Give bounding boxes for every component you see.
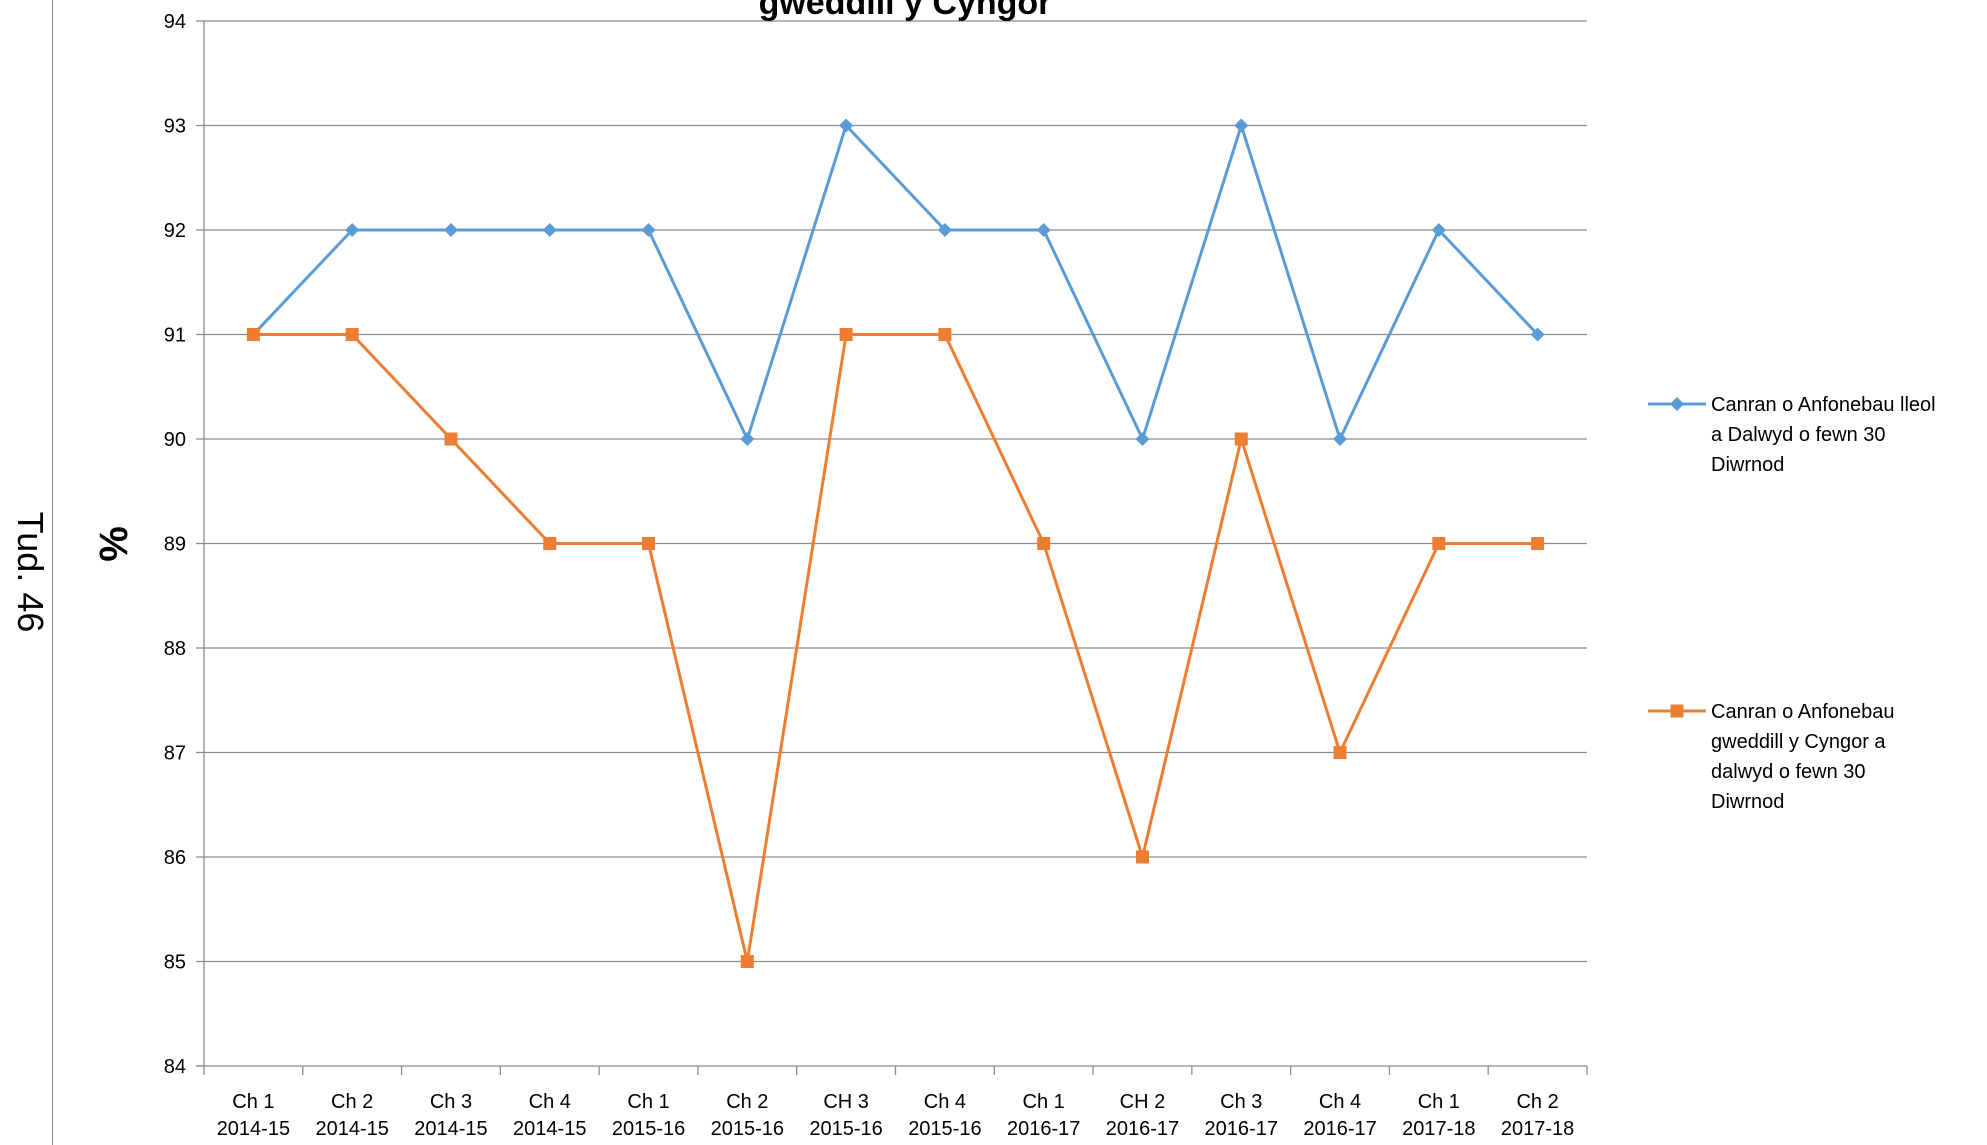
y-tick-label: 92 — [164, 220, 186, 242]
series-2-point — [839, 328, 853, 341]
chart-axes — [196, 20, 1588, 1075]
series-2-point — [1234, 432, 1248, 446]
legend-marker-1 — [1670, 397, 1684, 411]
series-1-point — [937, 223, 952, 237]
series-2-point — [938, 328, 952, 341]
y-tick-label: 90 — [164, 429, 186, 451]
series-2-point — [1531, 537, 1545, 550]
y-tick-label: 84 — [164, 1056, 186, 1078]
legend-label-2: Canran o Anfonebau gweddill y Cyngor a dal… — [1711, 701, 1895, 813]
x-tick-label: Ch 4 2016-17 — [1303, 1091, 1376, 1140]
series-1-point — [1530, 327, 1545, 342]
series-line-2 — [253, 333, 1538, 963]
series-2-point — [740, 955, 754, 968]
x-tick-label: Ch 1 2016-17 — [1007, 1091, 1080, 1140]
y-tick-label: 89 — [164, 534, 186, 556]
series-line-1 — [252, 124, 1539, 441]
y-tick-label: 94 — [164, 11, 186, 33]
series-1-point — [641, 223, 656, 237]
series-2-point — [1135, 850, 1149, 864]
x-tick-label: Ch 2 2017-18 — [1501, 1091, 1574, 1140]
y-tick-label: 91 — [164, 325, 186, 347]
series-1-point — [1135, 432, 1150, 446]
chart-series — [246, 118, 1545, 968]
x-tick-label: Ch 2 2014-15 — [315, 1091, 388, 1140]
series-1-point — [1431, 223, 1446, 237]
series-2-point — [1432, 537, 1446, 550]
series-1-point — [345, 223, 360, 237]
series-1-point — [839, 118, 854, 133]
x-axis-tick-labels: Ch 1 2014-15 Ch 2 2014-15 Ch 3 2014-15 Ch 4 201… — [217, 1091, 1575, 1140]
chart-title: gweddill y Cyngor — [759, 0, 1052, 22]
series-1-point — [1234, 118, 1249, 133]
x-tick-label: Ch 2 2015-16 — [711, 1091, 784, 1140]
x-tick-label: Ch 4 2014-15 — [513, 1091, 586, 1140]
x-tick-label: Ch 3 2016-17 — [1205, 1091, 1278, 1140]
x-tick-label: Ch 1 2017-18 — [1402, 1091, 1475, 1140]
series-2-point — [1333, 746, 1347, 759]
series-2-point — [543, 537, 557, 550]
series-2-point — [1037, 537, 1051, 550]
x-tick-label: Ch 4 2015-16 — [908, 1091, 981, 1140]
x-tick-label: Ch 1 2014-15 — [217, 1091, 290, 1140]
x-tick-label: Ch 3 2014-15 — [414, 1091, 487, 1140]
chart-legend: Canran o Anfonebau lleol a Dalwyd o fewn … — [1648, 394, 1936, 813]
series-2-point — [444, 432, 458, 446]
y-tick-label: 88 — [164, 638, 186, 660]
chart-gridlines — [204, 20, 1587, 963]
y-tick-label: 87 — [164, 743, 186, 765]
x-tick-label: Ch 1 2015-16 — [612, 1091, 685, 1140]
y-tick-label: 93 — [164, 116, 186, 138]
series-1-point — [740, 432, 755, 446]
y-axis-label: % — [92, 526, 136, 562]
series-2-point — [345, 328, 359, 341]
y-tick-label: 86 — [164, 847, 186, 869]
series-1-point — [1036, 223, 1051, 237]
y-axis-tick-labels: 84 85 86 87 88 89 90 91 92 93 94 — [164, 11, 186, 1078]
series-1-point — [443, 223, 458, 237]
x-tick-label: CH 2 2016-17 — [1106, 1091, 1179, 1140]
legend-marker-2 — [1670, 704, 1684, 718]
page-margin-rule — [52, 0, 53, 1145]
series-2-point — [642, 537, 656, 550]
legend-label-1: Canran o Anfonebau lleol a Dalwyd o fewn … — [1711, 394, 1936, 476]
y-tick-label: 85 — [164, 952, 186, 974]
series-1-point — [542, 223, 557, 237]
x-tick-label: CH 3 2015-16 — [809, 1091, 882, 1140]
series-1-point — [1333, 432, 1348, 446]
series-2-point — [246, 328, 260, 341]
